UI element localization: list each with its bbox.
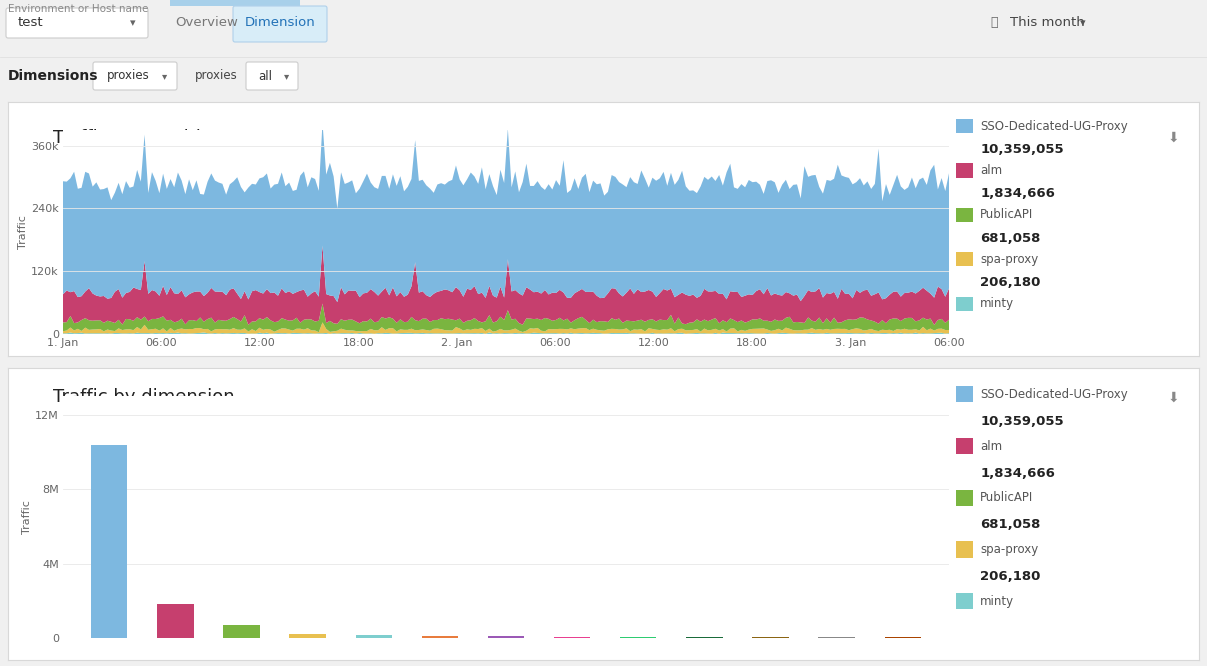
Text: 206,180: 206,180: [980, 570, 1040, 583]
FancyBboxPatch shape: [93, 62, 177, 90]
Text: Dimensions: Dimensions: [8, 69, 99, 83]
Text: Environment or Host name: Environment or Host name: [8, 4, 148, 14]
Text: ⬇: ⬇: [1167, 390, 1179, 404]
Bar: [956, 208, 973, 222]
Text: This month: This month: [1010, 17, 1085, 29]
Text: PublicAPI: PublicAPI: [980, 208, 1033, 222]
Text: ▾: ▾: [130, 18, 135, 28]
Text: test: test: [18, 17, 43, 29]
Bar: [290, 634, 326, 638]
Text: SSO-Dedicated-UG-Proxy: SSO-Dedicated-UG-Proxy: [980, 388, 1129, 401]
Bar: [620, 637, 657, 638]
Text: ▾: ▾: [162, 71, 168, 81]
Text: spa-proxy: spa-proxy: [980, 543, 1038, 556]
Text: 10,359,055: 10,359,055: [980, 415, 1063, 428]
Bar: [956, 252, 973, 266]
Text: alm: alm: [980, 164, 1002, 177]
Bar: [956, 593, 973, 609]
Bar: [818, 637, 855, 638]
Bar: [956, 438, 973, 454]
Text: alm: alm: [980, 440, 1002, 452]
Text: all: all: [258, 69, 272, 83]
Text: ▾: ▾: [284, 71, 290, 81]
Text: 681,058: 681,058: [980, 232, 1040, 245]
Bar: [956, 119, 973, 133]
Bar: [956, 541, 973, 557]
Text: spa-proxy: spa-proxy: [980, 253, 1038, 266]
Text: Overview: Overview: [175, 17, 238, 29]
Bar: [488, 636, 524, 638]
Text: minty: minty: [980, 298, 1014, 310]
Bar: [956, 297, 973, 311]
Bar: [421, 636, 459, 638]
Bar: [223, 625, 260, 638]
Text: 206,180: 206,180: [980, 276, 1040, 289]
Bar: [170, 0, 301, 6]
Bar: [956, 163, 973, 178]
Text: 10,359,055: 10,359,055: [980, 143, 1063, 156]
Text: minty: minty: [980, 595, 1014, 607]
Text: 📅: 📅: [990, 17, 997, 29]
Text: 681,058: 681,058: [980, 518, 1040, 531]
Y-axis label: Traffic: Traffic: [22, 500, 33, 534]
Bar: [356, 635, 392, 638]
Bar: [554, 637, 590, 638]
Text: Dimension: Dimension: [245, 17, 315, 29]
FancyBboxPatch shape: [233, 6, 327, 42]
Text: SSO-Dedicated-UG-Proxy: SSO-Dedicated-UG-Proxy: [980, 119, 1129, 133]
Bar: [752, 637, 788, 638]
Text: proxies: proxies: [196, 69, 238, 83]
Bar: [91, 445, 128, 638]
Bar: [157, 604, 193, 638]
Text: PublicAPI: PublicAPI: [980, 492, 1033, 504]
FancyBboxPatch shape: [6, 8, 148, 38]
Text: 1,834,666: 1,834,666: [980, 187, 1055, 200]
Text: Traffic composition: Traffic composition: [53, 129, 223, 147]
Text: proxies: proxies: [107, 69, 150, 83]
Text: Traffic by dimension: Traffic by dimension: [53, 388, 235, 406]
Bar: [956, 490, 973, 506]
Bar: [686, 637, 723, 638]
Text: ▾: ▾: [1080, 18, 1085, 28]
Text: ⬇: ⬇: [1167, 131, 1179, 145]
Text: 1,834,666: 1,834,666: [980, 467, 1055, 480]
FancyBboxPatch shape: [246, 62, 298, 90]
Y-axis label: Traffic: Traffic: [18, 215, 28, 249]
Bar: [956, 386, 973, 402]
